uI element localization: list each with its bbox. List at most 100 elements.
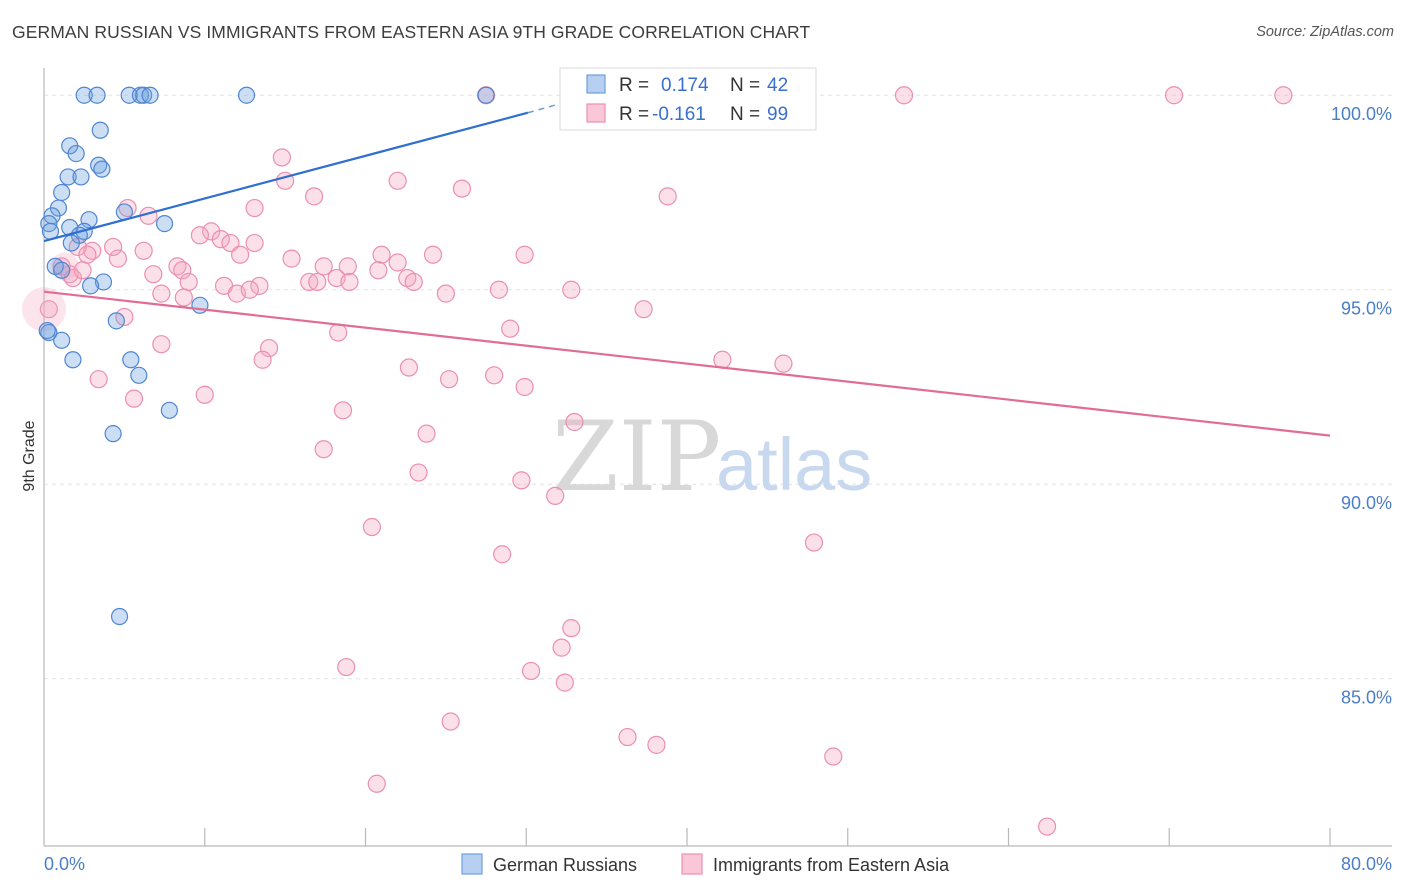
data-point [130, 366, 148, 384]
data-point [179, 272, 198, 292]
data-point [155, 215, 174, 233]
data-point [362, 517, 382, 537]
data-point [62, 234, 80, 252]
data-point [546, 486, 565, 505]
data-point [314, 257, 333, 276]
data-point [237, 86, 256, 104]
legend-label-german-russians: German Russians [493, 855, 637, 875]
stats-n-value-pink: 99 [767, 104, 788, 125]
data-point [250, 276, 269, 295]
data-point [82, 277, 100, 295]
data-point [67, 144, 85, 163]
data-point [521, 661, 541, 681]
axes [43, 68, 1392, 847]
data-point [618, 727, 637, 747]
data-point [122, 351, 140, 369]
stats-n-value-blue: 42 [767, 75, 788, 96]
data-point [282, 249, 301, 268]
x-tick-label-max: 80.0% [1341, 854, 1392, 874]
data-point [53, 261, 71, 279]
legend-swatch-german-russians [461, 853, 483, 875]
x-tick-label-min: 0.0% [44, 854, 85, 874]
data-point [372, 245, 391, 264]
legend-label-immigrants-eastern-asia: Immigrants from Eastern Asia [713, 855, 950, 875]
data-point [634, 300, 653, 319]
data-point [211, 230, 230, 249]
data-point [89, 370, 108, 389]
data-point [388, 171, 407, 190]
data-point [173, 261, 192, 280]
data-point [555, 673, 574, 692]
data-point [240, 280, 259, 299]
data-point [369, 261, 388, 280]
data-point [340, 272, 359, 292]
stats-n-label-blue: N = [730, 75, 760, 96]
data-point [489, 280, 509, 299]
trend-line-immigrants-eastern-asia [43, 290, 1331, 437]
data-point [552, 638, 571, 657]
watermark: ZIP atlas [552, 401, 872, 513]
stats-r-value-blue: 0.174 [661, 75, 709, 96]
data-point [78, 245, 97, 264]
data-point [485, 366, 504, 385]
data-point [104, 425, 122, 443]
data-point [304, 187, 324, 206]
data-point [1164, 86, 1184, 105]
data-point [221, 233, 240, 253]
data-point [72, 168, 90, 186]
data-point [804, 533, 824, 552]
stats-swatch-blue [586, 74, 606, 94]
data-point [152, 284, 171, 303]
y-tick-labels: 85.0% 90.0% 95.0% 100.0% [1331, 104, 1392, 707]
data-point [439, 370, 459, 389]
data-point [338, 257, 357, 276]
data-point [259, 338, 279, 358]
grid-lines [44, 94, 1392, 680]
data-point [93, 160, 111, 178]
data-point [64, 351, 82, 369]
data-point [308, 272, 327, 292]
data-point [894, 86, 914, 105]
data-point [73, 261, 92, 280]
data-point [191, 296, 209, 314]
data-point [245, 198, 264, 218]
data-point [512, 471, 531, 490]
data-point [388, 253, 407, 272]
data-point [647, 735, 666, 754]
data-point [195, 385, 214, 404]
data-point [253, 350, 272, 369]
data-point [108, 249, 128, 268]
chart-title: GERMAN RUSSIAN VS IMMIGRANTS FROM EASTER… [12, 22, 811, 42]
data-point [329, 323, 348, 342]
data-point [774, 354, 793, 373]
data-point [493, 545, 512, 564]
data-point [141, 86, 159, 104]
data-point [409, 463, 428, 482]
data-point [565, 412, 584, 432]
data-point [1274, 86, 1293, 105]
data-point [337, 657, 356, 677]
data-point [124, 389, 144, 408]
data-point [713, 350, 732, 369]
data-point [134, 241, 153, 260]
data-point [135, 86, 153, 104]
data-point [1037, 817, 1057, 836]
data-point [658, 187, 677, 206]
stats-swatch-pink [586, 103, 606, 123]
source-credit: Source: ZipAtlas.com [1256, 24, 1394, 40]
watermark-atlas: atlas [716, 423, 872, 506]
data-point [333, 401, 353, 420]
x-ticks [204, 828, 1331, 846]
data-point [367, 774, 386, 793]
data-point [441, 712, 460, 731]
data-point [436, 284, 455, 303]
data-point [53, 331, 71, 349]
data-point [399, 358, 419, 377]
data-point [562, 280, 581, 299]
data-point [59, 168, 77, 186]
data-point [515, 245, 534, 264]
data-point [53, 183, 71, 202]
stats-n-label-pink: N = [730, 104, 760, 125]
stats-r-value-pink: -0.161 [652, 104, 706, 125]
data-point [231, 245, 250, 264]
